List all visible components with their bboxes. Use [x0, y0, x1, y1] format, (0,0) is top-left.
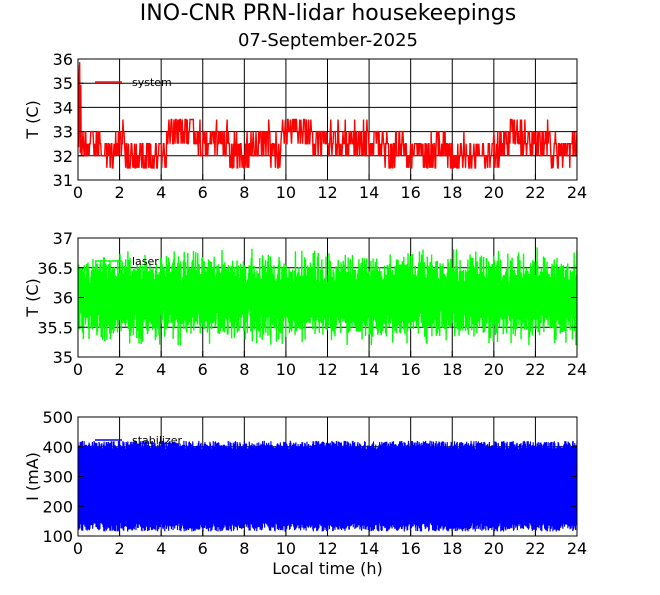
x-tick-label: 12	[317, 539, 337, 558]
x-tick-label: 16	[400, 183, 420, 202]
x-tick-label: 18	[442, 183, 462, 202]
y-tick-label: 35	[53, 348, 73, 367]
x-tick-label: 6	[198, 539, 208, 558]
series-group	[78, 247, 577, 346]
figure-subtitle: 07-September-2025	[238, 30, 418, 51]
y-tick-label: 300	[42, 468, 73, 487]
x-tick-label: 0	[73, 183, 83, 202]
x-tick-label: 20	[484, 539, 504, 558]
x-tick-label: 8	[239, 183, 249, 202]
x-tick-label: 6	[198, 183, 208, 202]
x-tick-label: 4	[156, 183, 166, 202]
x-tick-label: 10	[276, 539, 296, 558]
x-tick-label: 2	[114, 183, 124, 202]
y-tick-label: 33	[53, 123, 73, 142]
series-line-laser	[78, 247, 577, 346]
series-group	[78, 440, 577, 532]
y-tick-label: 37	[53, 229, 73, 248]
x-tick-label: 10	[276, 183, 296, 202]
y-tick-label: 100	[42, 527, 73, 546]
x-tick-label: 24	[567, 360, 587, 379]
y-tick-label: 500	[42, 408, 73, 427]
x-tick-label: 20	[484, 360, 504, 379]
y-axis-label: I (mA)	[23, 452, 42, 501]
y-tick-label: 36	[53, 289, 73, 308]
legend-label-laser: laser	[132, 255, 159, 268]
x-axis-label: Local time (h)	[272, 559, 382, 578]
x-tick-label: 22	[525, 539, 545, 558]
x-tick-label: 14	[359, 183, 379, 202]
x-tick-label: 24	[567, 539, 587, 558]
x-tick-label: 8	[239, 539, 249, 558]
x-tick-label: 22	[525, 183, 545, 202]
x-tick-label: 16	[400, 539, 420, 558]
series-line-stabilizer	[78, 440, 577, 532]
x-tick-label: 0	[73, 539, 83, 558]
x-tick-label: 14	[359, 360, 379, 379]
x-tick-label: 22	[525, 360, 545, 379]
y-tick-label: 35.5	[37, 318, 73, 337]
x-tick-label: 16	[400, 360, 420, 379]
series-line-system	[78, 62, 577, 169]
x-tick-label: 12	[317, 183, 337, 202]
y-tick-label: 32	[53, 147, 73, 166]
x-tick-label: 2	[114, 539, 124, 558]
legend-label-stabilizer: stabilizer	[132, 434, 182, 447]
series-group	[78, 62, 577, 169]
x-tick-label: 4	[156, 360, 166, 379]
y-tick-label: 36	[53, 50, 73, 69]
x-tick-label: 14	[359, 539, 379, 558]
y-tick-label: 36.5	[37, 259, 73, 278]
x-tick-label: 8	[239, 360, 249, 379]
x-tick-label: 6	[198, 360, 208, 379]
x-tick-label: 4	[156, 539, 166, 558]
x-tick-label: 18	[442, 360, 462, 379]
x-tick-label: 20	[484, 183, 504, 202]
x-tick-label: 12	[317, 360, 337, 379]
x-tick-label: 2	[114, 360, 124, 379]
x-tick-label: 10	[276, 360, 296, 379]
y-tick-label: 200	[42, 497, 73, 516]
x-tick-label: 0	[73, 360, 83, 379]
figure-title: INO-CNR PRN-lidar housekeepings	[140, 1, 516, 26]
x-tick-label: 18	[442, 539, 462, 558]
y-tick-label: 35	[53, 74, 73, 93]
y-tick-label: 400	[42, 438, 73, 457]
y-axis-label: T (C)	[23, 100, 42, 140]
y-axis-label: T (C)	[23, 278, 42, 318]
y-tick-label: 31	[53, 171, 73, 190]
legend-label-system: system	[132, 76, 172, 89]
y-tick-label: 34	[53, 98, 73, 117]
x-tick-label: 24	[567, 183, 587, 202]
